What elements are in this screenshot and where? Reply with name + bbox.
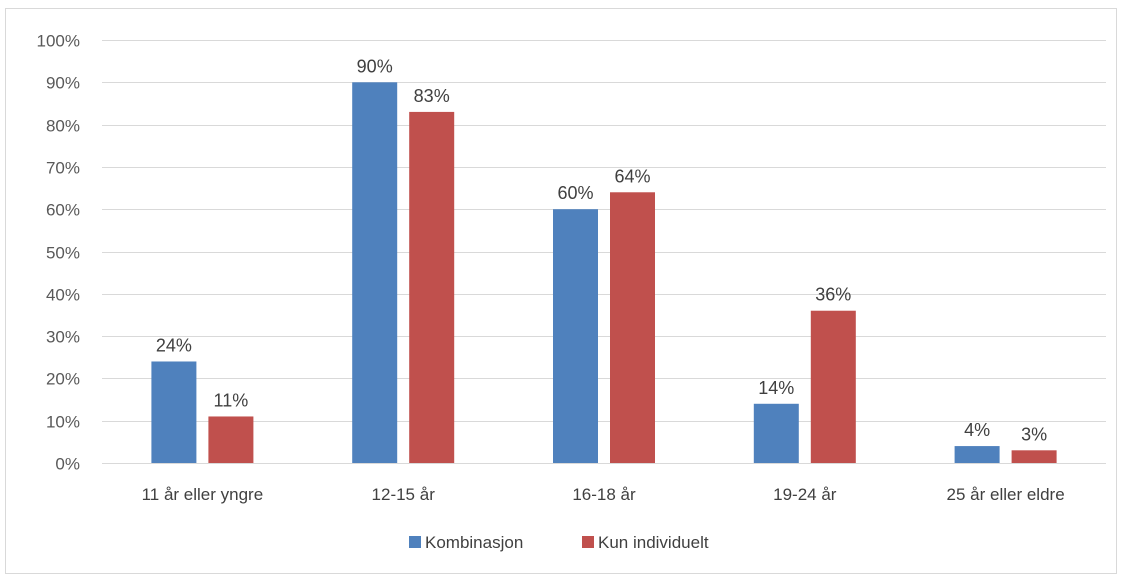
gridlines [102,40,1106,464]
bar-kun-individuelt [208,416,254,463]
data-label: 60% [557,183,593,203]
legend-swatch [582,536,594,548]
y-tick-label: 60% [46,201,80,220]
legend-swatch [409,536,421,548]
x-axis-categories: 11 år eller yngre 12-15 år 16-18 år 19-24 å… [142,485,1065,504]
x-category-label: 16-18 år [572,485,636,504]
bars [151,82,1057,464]
bar-kun-individuelt [1011,450,1057,463]
data-label: 64% [614,166,650,186]
y-tick-label: 10% [46,413,80,432]
x-category-label: 11 år eller yngre [142,485,264,504]
data-label: 4% [964,420,990,440]
bar-kombinasjon [151,361,197,463]
y-tick-label: 50% [46,244,80,263]
y-tick-label: 90% [46,74,80,93]
y-tick-label: 0% [55,455,80,474]
data-label: 83% [414,86,450,106]
y-axis-ticks: 0% 10% 20% 30% 40% 50% 60% 70% 80% 90% 100% [37,32,80,474]
data-label: 90% [357,56,393,76]
data-label: 14% [758,378,794,398]
legend-label: Kombinasjon [425,533,523,552]
bar-kun-individuelt [409,111,455,463]
y-tick-label: 80% [46,117,80,136]
y-tick-label: 40% [46,286,80,305]
x-category-label: 19-24 år [773,485,837,504]
legend-label: Kun individuelt [598,533,709,552]
bar-kombinasjon [753,403,799,463]
bar-kun-individuelt [810,310,856,463]
bar-kun-individuelt [610,192,655,463]
x-category-label: 25 år eller eldre [947,485,1065,504]
bar-kombinasjon [954,446,1000,463]
y-tick-label: 20% [46,370,80,389]
data-labels: 24% 11% 90% 83% 60% 64% 14% 36% 4% 3% [156,56,1047,444]
data-label: 24% [156,335,192,355]
legend: Kombinasjon Kun individuelt [409,533,709,552]
x-category-label: 12-15 år [372,485,436,504]
data-label: 3% [1021,424,1047,444]
data-label: 11% [214,390,249,410]
y-tick-label: 30% [46,328,80,347]
y-tick-label: 100% [37,32,80,51]
data-label: 36% [815,285,851,305]
bar-kombinasjon [553,209,598,463]
y-tick-label: 70% [46,159,80,178]
bar-kombinasjon [352,82,398,464]
